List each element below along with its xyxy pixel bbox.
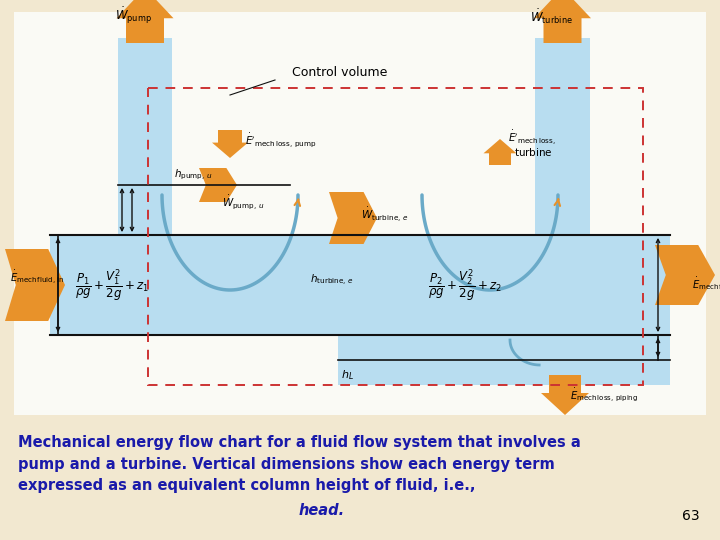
Polygon shape — [212, 130, 248, 158]
Text: Mechanical energy flow chart for a fluid flow system that involves a
pump and a : Mechanical energy flow chart for a fluid… — [18, 435, 581, 493]
Text: $\dot{W}_{\mathrm{turbine,\,}e}$: $\dot{W}_{\mathrm{turbine,\,}e}$ — [361, 206, 408, 224]
Text: $\mathrm{turbine}$: $\mathrm{turbine}$ — [514, 146, 553, 158]
Text: $\dot{E}'_{\mathrm{mech\,loss,}}$: $\dot{E}'_{\mathrm{mech\,loss,}}$ — [508, 129, 556, 147]
Text: $h_{\mathrm{pump,\,}u}$: $h_{\mathrm{pump,\,}u}$ — [174, 168, 212, 182]
Text: $h_L$: $h_L$ — [341, 368, 354, 382]
Text: $\dfrac{P_1}{\rho g}+\dfrac{V_1^2}{2g}+z_1$: $\dfrac{P_1}{\rho g}+\dfrac{V_1^2}{2g}+z… — [75, 267, 149, 303]
Text: $h_{\mathrm{turbine,\,}e}$: $h_{\mathrm{turbine,\,}e}$ — [310, 273, 354, 287]
Polygon shape — [534, 0, 591, 43]
Polygon shape — [484, 139, 516, 165]
Polygon shape — [14, 12, 706, 415]
Text: $\dfrac{P_2}{\rho g}+\dfrac{V_2^2}{2g}+z_2$: $\dfrac{P_2}{\rho g}+\dfrac{V_2^2}{2g}+z… — [428, 267, 503, 303]
Text: $\dot{W}_{\mathrm{turbine}}$: $\dot{W}_{\mathrm{turbine}}$ — [530, 8, 573, 26]
Text: $\dot{E}'_{\mathrm{mech\,loss,\,pump}}$: $\dot{E}'_{\mathrm{mech\,loss,\,pump}}$ — [245, 131, 317, 149]
Polygon shape — [535, 38, 590, 235]
Text: $\dot{E}_{\mathrm{mech\,fluid,\,out}}$: $\dot{E}_{\mathrm{mech\,fluid,\,out}}$ — [692, 276, 720, 294]
Polygon shape — [118, 38, 172, 235]
Text: 63: 63 — [683, 509, 700, 523]
Polygon shape — [50, 235, 670, 335]
Text: $\dot{E}_{\mathrm{mech\,fluid,\,in}}$: $\dot{E}_{\mathrm{mech\,fluid,\,in}}$ — [10, 269, 65, 287]
Polygon shape — [329, 192, 377, 244]
Text: head.: head. — [299, 503, 345, 518]
Polygon shape — [655, 245, 715, 305]
Text: Control volume: Control volume — [292, 65, 387, 78]
Text: $\dot{E}_{\mathrm{mech\,loss,\,piping}}$: $\dot{E}_{\mathrm{mech\,loss,\,piping}}$ — [570, 386, 638, 404]
Polygon shape — [117, 0, 174, 43]
Polygon shape — [338, 335, 670, 385]
Polygon shape — [541, 375, 589, 415]
Text: $\dot{W}_{\mathrm{pump,\,}u}$: $\dot{W}_{\mathrm{pump,\,}u}$ — [222, 193, 264, 211]
Polygon shape — [199, 168, 237, 202]
Text: $\dot{W}_{\mathrm{pump}}$: $\dot{W}_{\mathrm{pump}}$ — [115, 5, 152, 26]
Polygon shape — [5, 249, 65, 321]
